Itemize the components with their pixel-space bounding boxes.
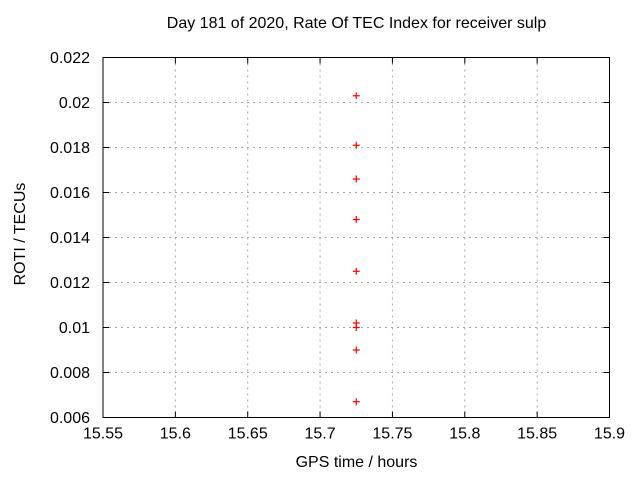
x-tick-label: 15.8 <box>449 426 480 443</box>
y-tick-label: 0.01 <box>59 320 90 337</box>
y-tick-label: 0.016 <box>50 185 90 202</box>
data-point-marker <box>352 175 360 183</box>
data-point-marker <box>352 324 360 331</box>
data-point-marker <box>352 141 360 149</box>
data-point-marker <box>352 92 360 100</box>
x-tick-label: 15.7 <box>305 426 336 443</box>
x-axis-title: GPS time / hours <box>295 454 418 471</box>
data-point-marker <box>352 267 360 275</box>
chart-title: Day 181 of 2020, Rate Of TEC Index for r… <box>166 15 547 32</box>
y-tick-label: 0.012 <box>50 275 90 292</box>
y-tick-label: 0.02 <box>59 95 90 112</box>
plot-border <box>102 57 610 418</box>
x-tick-label: 15.75 <box>372 426 412 443</box>
data-point-marker <box>352 398 360 406</box>
y-tick-label: 0.018 <box>50 140 90 157</box>
data-point-marker <box>352 216 360 223</box>
x-tick-label: 15.85 <box>517 426 557 443</box>
x-tick-label: 15.9 <box>594 426 625 443</box>
data-point-marker <box>352 346 360 354</box>
x-tick-label: 15.55 <box>83 426 123 443</box>
y-tick-label: 0.022 <box>50 50 90 67</box>
x-tick-label: 15.65 <box>228 426 268 443</box>
y-tick-label: 0.014 <box>50 230 90 247</box>
x-tick-label: 15.6 <box>160 426 191 443</box>
y-tick-label: 0.008 <box>50 365 90 382</box>
y-tick-label: 0.006 <box>50 410 90 427</box>
